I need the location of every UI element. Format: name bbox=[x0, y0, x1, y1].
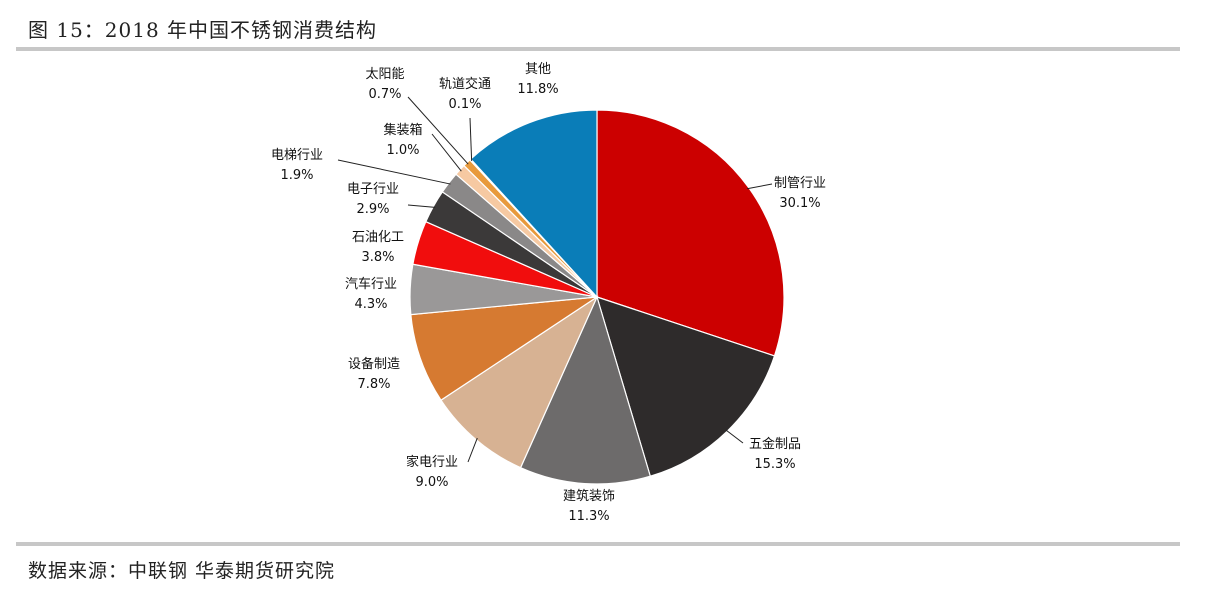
slice-label-2: 建筑装饰 bbox=[563, 488, 615, 504]
slice-value-8: 1.9% bbox=[280, 168, 313, 183]
slice-label-0: 制管行业 bbox=[774, 176, 826, 191]
slice-value-12: 11.8% bbox=[517, 82, 558, 97]
slice-label-3: 家电行业 bbox=[406, 454, 458, 470]
source-note: 数据来源：中联钢 华泰期货研究院 bbox=[28, 560, 336, 582]
slice-label-7: 电子行业 bbox=[347, 182, 399, 197]
leader-line-3 bbox=[467, 437, 478, 463]
slice-value-6: 3.8% bbox=[361, 250, 394, 265]
leader-line-7 bbox=[407, 204, 436, 208]
slice-value-0: 30.1% bbox=[779, 196, 820, 211]
slice-value-5: 4.3% bbox=[354, 297, 387, 312]
slice-label-9: 集装箱 bbox=[383, 122, 422, 138]
leader-line-9 bbox=[431, 133, 462, 172]
slice-label-12: 其他 bbox=[525, 62, 551, 77]
bottom-divider bbox=[16, 542, 1180, 546]
slice-value-2: 11.3% bbox=[568, 509, 609, 524]
slice-label-5: 汽车行业 bbox=[345, 276, 397, 292]
leader-line-8 bbox=[337, 159, 451, 185]
pie-slice-4 bbox=[410, 296, 598, 401]
pie-slice-0 bbox=[596, 109, 785, 357]
slice-label-1: 五金制品 bbox=[749, 436, 801, 452]
slice-label-11: 轨道交通 bbox=[439, 76, 491, 92]
pie-slices bbox=[409, 109, 785, 485]
pie-slice-2 bbox=[519, 295, 652, 485]
leader-line-10 bbox=[407, 96, 469, 165]
figure-title: 图 15：2018 年中国不锈钢消费结构 bbox=[28, 18, 378, 42]
slice-value-7: 2.9% bbox=[356, 202, 389, 217]
leader-line-1 bbox=[725, 429, 744, 444]
slice-label-4: 设备制造 bbox=[348, 356, 400, 372]
leader-line-0 bbox=[746, 183, 773, 190]
slice-label-6: 石油化工 bbox=[352, 230, 404, 245]
slice-value-9: 1.0% bbox=[386, 143, 419, 158]
slice-value-1: 15.3% bbox=[754, 457, 795, 472]
slice-value-11: 0.1% bbox=[448, 97, 481, 112]
slice-value-10: 0.7% bbox=[368, 87, 401, 102]
slice-label-8: 电梯行业 bbox=[271, 148, 323, 163]
slice-labels: 制管行业 30.1% 五金制品 15.3% 建筑装饰 11.3% 家电行业 9.0% 设备制造 7… bbox=[271, 62, 826, 524]
leader-lines bbox=[337, 96, 773, 463]
top-divider bbox=[16, 47, 1180, 51]
slice-value-3: 9.0% bbox=[415, 475, 448, 490]
leader-line-11 bbox=[469, 117, 473, 161]
slice-value-4: 7.8% bbox=[357, 377, 390, 392]
pie-slice-3 bbox=[440, 295, 599, 469]
pie-slice-12 bbox=[469, 109, 598, 299]
slice-label-10: 太阳能 bbox=[365, 67, 404, 82]
